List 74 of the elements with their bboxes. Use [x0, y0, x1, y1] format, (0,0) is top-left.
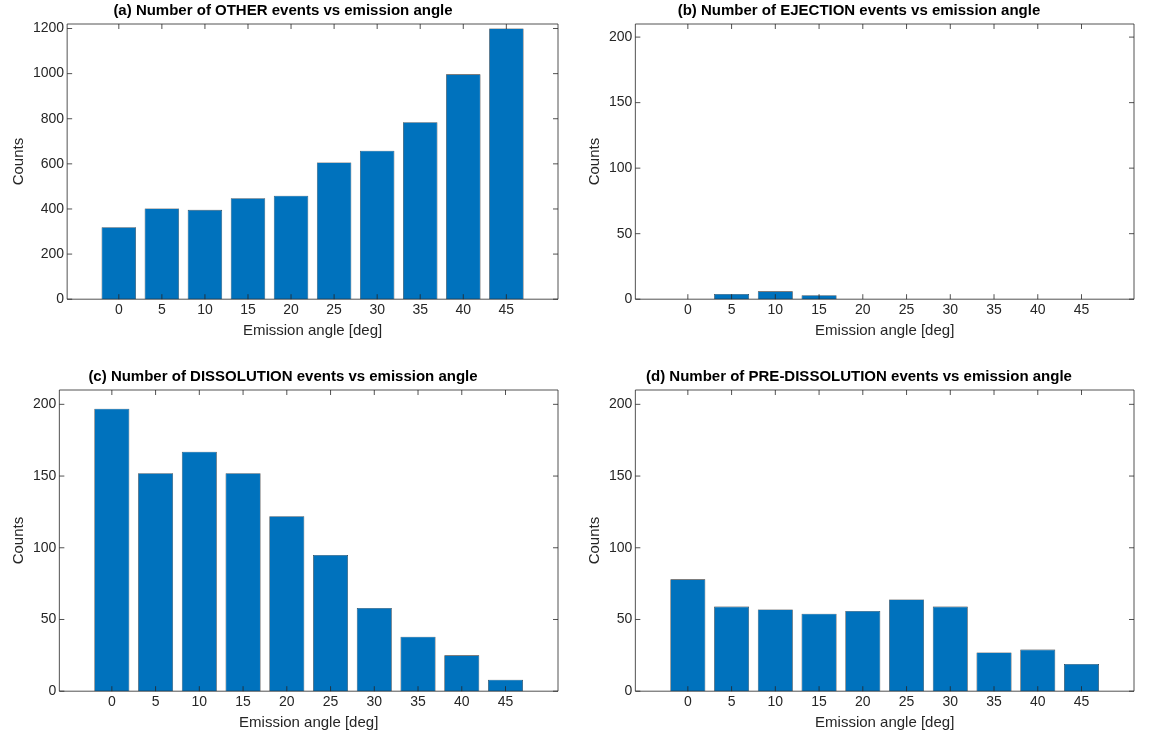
y-tick-label: 600	[40, 154, 65, 171]
chart-title: (c) Number of DISSOLUTION events vs emission angle	[88, 367, 478, 385]
y-axis-title: Counts	[9, 516, 27, 565]
x-tick-label: 25	[898, 301, 915, 318]
x-tick-label: 5	[727, 693, 736, 710]
y-tick-label: 1000	[32, 64, 65, 81]
x-tick-label: 30	[366, 693, 383, 710]
x-tick-label: 15	[235, 693, 252, 710]
x-tick-label: 10	[197, 301, 213, 318]
y-tick-label: 0	[56, 290, 65, 307]
x-tick-label: 15	[811, 301, 828, 318]
y-tick-label: 150	[33, 466, 57, 483]
x-tick-label: 5	[157, 301, 166, 318]
y-tick-label: 150	[609, 466, 633, 483]
x-tick-label: 45	[498, 301, 515, 318]
y-tick-label: 200	[609, 27, 633, 44]
x-tick-label: 35	[412, 301, 429, 318]
y-tick-label: 200	[40, 244, 65, 261]
chart-title: (a) Number of OTHER events vs emission angle	[113, 1, 453, 19]
y-tick-label: 150	[609, 93, 633, 110]
chart-title: (b) Number of EJECTION events vs emission angle	[677, 1, 1041, 19]
x-tick-label: 30	[369, 301, 386, 318]
x-tick-label: 25	[898, 693, 915, 710]
x-tick-label: 30	[942, 693, 959, 710]
x-tick-label: 20	[279, 693, 295, 710]
y-tick-label: 0	[624, 290, 633, 307]
y-tick-label: 400	[40, 199, 65, 216]
y-tick-label: 200	[33, 395, 57, 412]
x-axis-title: Emission angle [deg]	[815, 321, 955, 339]
y-tick-label: 50	[616, 224, 633, 241]
y-tick-label: 200	[609, 395, 633, 412]
x-tick-label: 35	[986, 301, 1003, 318]
x-tick-label: 40	[453, 693, 470, 710]
x-tick-label: 35	[986, 693, 1003, 710]
y-tick-label: 100	[33, 538, 57, 555]
x-tick-label: 0	[114, 301, 123, 318]
x-tick-label: 0	[683, 693, 692, 710]
chart-title: (d) Number of PRE-DISSOLUTION events vs emission angle	[646, 367, 1072, 385]
x-tick-label: 10	[767, 301, 784, 318]
x-tick-label: 40	[455, 301, 472, 318]
x-tick-label: 15	[240, 301, 256, 318]
x-tick-label: 0	[683, 301, 692, 318]
y-axis-title: Counts	[585, 516, 603, 565]
y-tick-label: 100	[609, 159, 633, 176]
y-tick-label: 50	[40, 610, 57, 627]
x-tick-label: 45	[497, 693, 514, 710]
y-tick-label: 800	[40, 109, 65, 126]
x-tick-label: 30	[942, 301, 959, 318]
y-tick-label: 0	[624, 682, 633, 699]
x-tick-label: 5	[151, 693, 160, 710]
y-axis-title: Counts	[9, 137, 27, 186]
x-tick-label: 10	[767, 693, 784, 710]
x-tick-label: 20	[855, 301, 871, 318]
x-axis-title: Emission angle [deg]	[242, 321, 383, 339]
x-tick-label: 45	[1073, 301, 1090, 318]
x-tick-label: 45	[1073, 693, 1090, 710]
x-axis-title: Emission angle [deg]	[239, 713, 379, 731]
y-axis-title: Counts	[585, 137, 603, 186]
x-tick-label: 20	[283, 301, 300, 318]
x-tick-label: 25	[326, 301, 343, 318]
x-tick-label: 35	[410, 693, 427, 710]
x-tick-label: 5	[727, 301, 736, 318]
y-tick-label: 100	[609, 538, 633, 555]
x-tick-label: 25	[322, 693, 339, 710]
x-tick-label: 40	[1029, 693, 1046, 710]
x-axis-title: Emission angle [deg]	[815, 713, 955, 731]
y-tick-label: 0	[48, 682, 57, 699]
x-tick-label: 10	[191, 693, 208, 710]
x-tick-label: 20	[855, 693, 871, 710]
y-tick-label: 1200	[32, 19, 65, 36]
x-tick-label: 40	[1029, 301, 1046, 318]
x-tick-label: 0	[107, 693, 116, 710]
y-tick-label: 50	[616, 610, 633, 627]
x-tick-label: 15	[811, 693, 828, 710]
